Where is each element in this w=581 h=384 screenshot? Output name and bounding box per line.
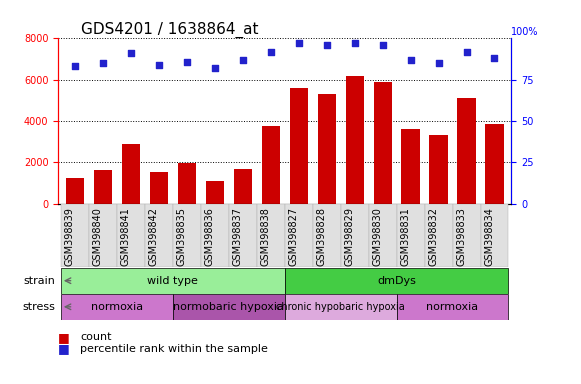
Bar [374,82,392,204]
Text: count: count [80,332,112,342]
Bar [229,204,257,267]
Point [210,65,220,71]
Bar [318,94,336,204]
Bar [397,294,508,320]
Text: chronic hypobaric hypoxia: chronic hypobaric hypoxia [276,302,405,312]
Bar [429,136,447,204]
Text: GSM398839: GSM398839 [65,207,75,266]
Text: normoxia: normoxia [426,302,479,312]
Bar [178,163,196,204]
Text: GSM398841: GSM398841 [121,207,131,266]
Bar [206,181,224,204]
Text: normoxia: normoxia [91,302,143,312]
Text: percentile rank within the sample: percentile rank within the sample [80,344,268,354]
Point [154,62,163,68]
Point [70,63,80,70]
Bar [313,204,340,267]
Point [378,42,388,48]
Bar [89,204,117,267]
Text: 100%: 100% [511,27,539,37]
Bar [340,204,368,267]
Point [238,57,248,63]
Text: GSM398836: GSM398836 [205,207,215,266]
Text: wild type: wild type [148,276,198,286]
Bar [285,268,508,294]
Bar [480,204,508,267]
Point [462,48,471,55]
Text: GSM398834: GSM398834 [485,207,494,266]
Text: GSM398832: GSM398832 [429,207,439,266]
Bar [453,204,480,267]
Bar [289,88,308,204]
Text: ■: ■ [58,331,70,344]
Point [182,58,191,65]
Text: dmDys: dmDys [377,276,416,286]
Point [434,60,443,66]
Text: ■: ■ [58,342,70,355]
Point [126,50,135,56]
Bar [61,268,285,294]
Bar [122,144,140,204]
Point [266,48,275,55]
Point [406,57,415,63]
Point [350,40,359,46]
Point [490,55,499,61]
Text: GSM398840: GSM398840 [93,207,103,266]
Text: GDS4201 / 1638864_at: GDS4201 / 1638864_at [81,22,259,38]
Bar [261,126,280,204]
Bar [201,204,229,267]
Point [294,40,303,46]
Bar [117,204,145,267]
Bar [61,204,89,267]
Text: GSM398833: GSM398833 [457,207,467,266]
Text: strain: strain [23,276,55,286]
Text: GSM398827: GSM398827 [289,207,299,266]
Text: GSM398830: GSM398830 [372,207,383,266]
Text: normobaric hypoxia: normobaric hypoxia [173,302,284,312]
Bar [66,178,84,204]
Text: GSM398837: GSM398837 [233,207,243,266]
Bar [425,204,453,267]
Point [322,42,331,48]
Text: stress: stress [22,302,55,312]
Bar [397,204,425,267]
Bar [257,204,285,267]
Text: GSM398835: GSM398835 [177,207,187,266]
Bar [457,98,476,204]
Text: GSM398828: GSM398828 [317,207,327,266]
Point [98,60,107,66]
Bar [234,169,252,204]
Bar [368,204,397,267]
Bar [285,204,313,267]
Bar [401,129,419,204]
Bar [173,294,285,320]
Bar [346,76,364,204]
Text: GSM398831: GSM398831 [400,207,411,266]
Bar [145,204,173,267]
Bar [485,124,504,204]
Bar [173,204,201,267]
Text: GSM398838: GSM398838 [261,207,271,266]
Text: GSM398842: GSM398842 [149,207,159,266]
Bar [285,294,397,320]
Text: GSM398829: GSM398829 [345,207,354,266]
Bar [94,170,112,204]
Bar [150,172,168,204]
Bar [61,294,173,320]
